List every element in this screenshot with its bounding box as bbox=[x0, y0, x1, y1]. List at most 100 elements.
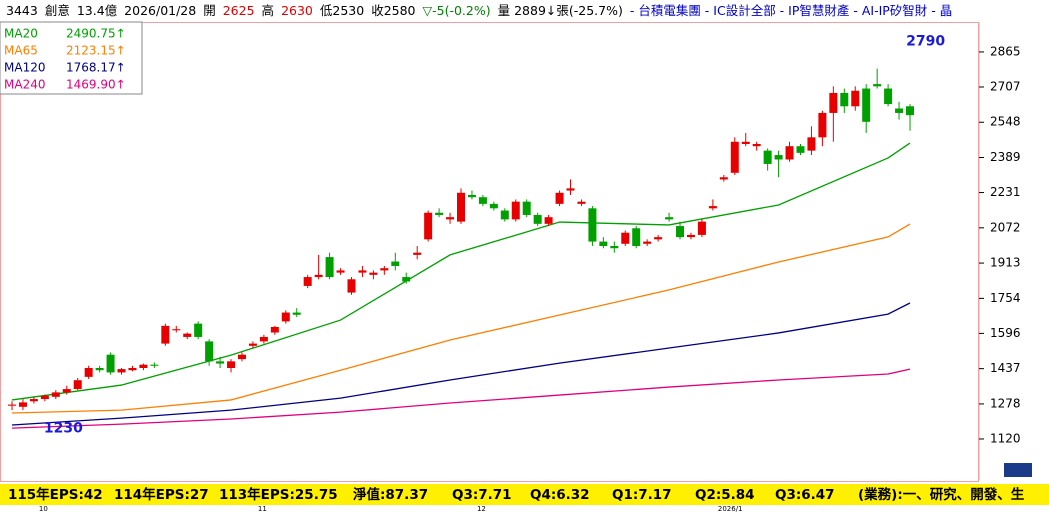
x-tick-label: 10 bbox=[39, 505, 48, 513]
x-tick-label: 11 bbox=[258, 505, 267, 513]
legend-name: MA65 bbox=[4, 44, 38, 58]
candle-body bbox=[686, 234, 695, 238]
footer-bar bbox=[0, 484, 1049, 505]
candle-body bbox=[172, 329, 181, 331]
y-tick-label: 2231 bbox=[990, 185, 1021, 199]
candle-body bbox=[730, 141, 739, 173]
header-item: 創意 bbox=[45, 3, 70, 18]
candle-body bbox=[347, 279, 356, 293]
candle-body bbox=[248, 343, 257, 346]
y-tick-label: 2389 bbox=[990, 150, 1021, 164]
candle-body bbox=[336, 270, 345, 273]
candle-body bbox=[533, 214, 542, 224]
x-tick-label: 12 bbox=[477, 505, 486, 513]
ma-line bbox=[11, 368, 911, 429]
candle-body bbox=[446, 217, 455, 220]
candle-body bbox=[719, 177, 728, 180]
candle-body bbox=[895, 108, 904, 113]
candle-body bbox=[500, 210, 509, 220]
candle-body bbox=[763, 150, 772, 164]
y-tick-label: 1913 bbox=[990, 256, 1021, 270]
candle-body bbox=[358, 270, 367, 273]
candle-body bbox=[511, 201, 520, 220]
plot-frame bbox=[0, 22, 979, 482]
candle-body bbox=[8, 404, 16, 406]
candle-body bbox=[150, 364, 159, 366]
header-bar bbox=[0, 0, 1049, 22]
candle-body bbox=[807, 137, 816, 151]
candle-body bbox=[40, 395, 49, 400]
candle-body bbox=[216, 361, 225, 364]
candle-body bbox=[51, 392, 60, 397]
footer-item: 115年EPS:42 bbox=[8, 486, 103, 503]
y-tick-label: 1596 bbox=[990, 326, 1021, 340]
header-item: 低2530 bbox=[320, 3, 364, 18]
legend-value: 2490.75↑ bbox=[66, 27, 126, 41]
candle-body bbox=[654, 237, 663, 240]
candle-body bbox=[62, 389, 71, 393]
y-tick-label: 2865 bbox=[990, 44, 1021, 58]
candle-body bbox=[708, 206, 717, 209]
header-item: 量 2889↓張(-25.7%) bbox=[498, 3, 623, 18]
candle-body bbox=[424, 212, 433, 240]
candle-body bbox=[117, 369, 126, 373]
footer-item: Q1:7.17 bbox=[612, 487, 672, 503]
candle-body bbox=[413, 252, 422, 255]
header-item: 高 bbox=[262, 3, 275, 18]
y-tick-label: 1278 bbox=[990, 396, 1021, 410]
candle-body bbox=[183, 333, 192, 337]
candle-body bbox=[292, 312, 301, 315]
candle-body bbox=[741, 141, 750, 144]
candle-body bbox=[774, 155, 783, 160]
candle-body bbox=[314, 274, 323, 278]
footer-item: Q4:6.32 bbox=[530, 487, 590, 503]
candle-body bbox=[457, 192, 465, 222]
candle-body bbox=[29, 399, 38, 402]
candle-body bbox=[906, 106, 914, 116]
candle-body bbox=[610, 246, 619, 249]
footer-item: Q3:7.71 bbox=[452, 487, 512, 503]
y-tick-label: 1437 bbox=[990, 361, 1021, 375]
ma-line bbox=[11, 223, 911, 414]
candle-body bbox=[621, 232, 630, 244]
candle-body bbox=[643, 241, 652, 244]
candle-body bbox=[391, 261, 400, 266]
candle-body bbox=[478, 197, 487, 204]
candle-body bbox=[489, 203, 498, 209]
header-item: 2630 bbox=[281, 3, 313, 18]
candle-body bbox=[676, 226, 685, 238]
footer-item: (業務):一、研究、開發、生 bbox=[858, 486, 1025, 503]
candle-body bbox=[884, 88, 893, 105]
candle-body bbox=[84, 367, 93, 377]
candle-body bbox=[577, 201, 586, 204]
candle-body bbox=[873, 84, 882, 87]
legend-name: MA240 bbox=[4, 78, 45, 92]
candle-body bbox=[555, 192, 564, 204]
candle-body bbox=[259, 336, 268, 342]
legend-value: 1768.17↑ bbox=[66, 61, 126, 75]
candle-body bbox=[161, 325, 170, 344]
footer-item: 淨值:87.37 bbox=[353, 486, 428, 503]
candle-body bbox=[270, 326, 279, 333]
candle-body bbox=[281, 312, 290, 322]
header-item: 13.4億 bbox=[77, 3, 118, 18]
candle-body bbox=[237, 354, 246, 360]
candle-body bbox=[73, 380, 82, 390]
header-item: ▽-5(-0.2%) bbox=[423, 3, 491, 18]
candle-body bbox=[544, 217, 553, 224]
candle-body bbox=[227, 361, 236, 368]
candle-body bbox=[467, 194, 476, 198]
footer-item: 114年EPS:27 bbox=[114, 486, 209, 503]
candle-body bbox=[599, 241, 608, 247]
candle-body bbox=[139, 364, 148, 368]
x-tick-label: 2026/1 bbox=[718, 505, 743, 513]
candle-body bbox=[18, 402, 27, 407]
ma-line bbox=[11, 302, 911, 426]
candle-body bbox=[818, 112, 827, 138]
legend-box bbox=[0, 21, 143, 95]
candle-body bbox=[522, 201, 531, 215]
candle-body bbox=[205, 341, 214, 362]
candle-body bbox=[566, 188, 575, 191]
legend-value: 1469.90↑ bbox=[66, 78, 126, 92]
